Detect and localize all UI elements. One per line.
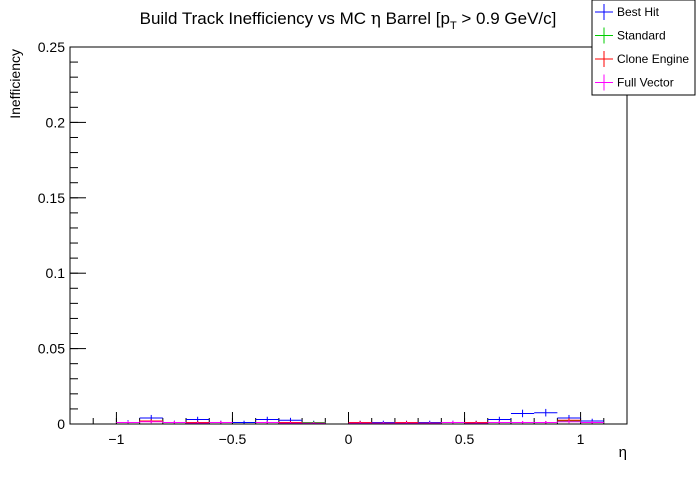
legend-entry: Full Vector	[595, 74, 674, 91]
x-tick-label: 1	[577, 431, 585, 447]
y-tick-label: 0.1	[46, 265, 66, 281]
y-tick-label: 0.25	[38, 39, 65, 55]
legend-entry: Standard	[595, 27, 666, 44]
legend-label: Best Hit	[617, 5, 660, 19]
axis-ticks: 0 0.05 0.1 0.15 0.2 0.25 −1 −0.5 0 0.5 1	[38, 39, 628, 447]
plot-frame	[69, 46, 628, 425]
legend: Best Hit Standard Clone Engine Full Vector	[591, 0, 696, 96]
y-tick-label: 0.2	[46, 114, 66, 130]
x-tick-label: −0.5	[219, 431, 247, 447]
legend-label: Full Vector	[617, 76, 674, 90]
legend-label: Clone Engine	[617, 52, 689, 66]
legend-box	[591, 0, 696, 96]
y-tick-label: 0	[57, 416, 65, 432]
chart-title: Build Track Inefficiency vs MC η Barrel …	[140, 9, 557, 32]
x-tick-label: 0	[345, 431, 353, 447]
x-tick-label: 0.5	[455, 431, 475, 447]
x-tick-label: −1	[108, 431, 124, 447]
legend-label: Standard	[617, 29, 666, 43]
legend-entry: Clone Engine	[595, 51, 689, 67]
x-axis-label: η	[619, 444, 627, 461]
legend-entry: Best Hit	[595, 4, 660, 20]
y-tick-label: 0.05	[38, 341, 65, 357]
data-series	[116, 408, 604, 425]
y-tick-label: 0.15	[38, 190, 65, 206]
y-axis-label: Inefficiency	[7, 49, 23, 119]
